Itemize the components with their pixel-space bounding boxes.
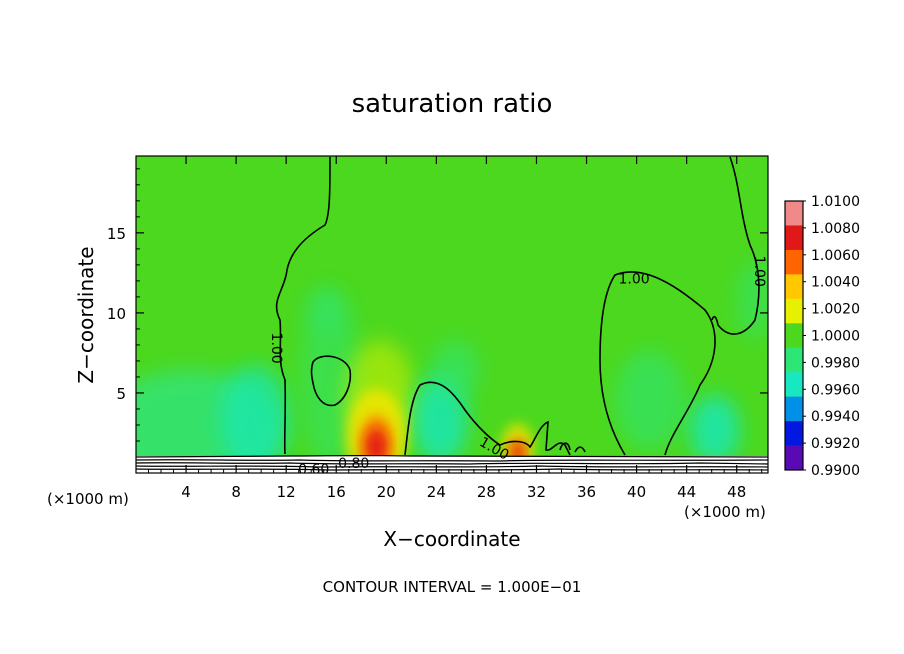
x-tick-label: 24 bbox=[427, 483, 446, 501]
colorbar-label: 1.0000 bbox=[811, 329, 860, 345]
x-tick-label: 8 bbox=[231, 483, 241, 501]
colorbar-label: 0.9960 bbox=[811, 382, 860, 398]
colorbar-label: 0.9920 bbox=[811, 436, 860, 452]
x-tick-label: 48 bbox=[727, 483, 746, 501]
contour-1.00-left-column bbox=[275, 156, 331, 455]
shade-east bbox=[615, 350, 685, 450]
colorbar-swatch bbox=[785, 298, 803, 324]
surface-line-3 bbox=[136, 462, 768, 465]
shade-right-upper bbox=[735, 260, 768, 340]
y-tick-label: 5 bbox=[116, 385, 126, 403]
x-axis-label: X−coordinate bbox=[383, 527, 520, 551]
colorbar-label: 1.0060 bbox=[811, 248, 860, 264]
colorbar-swatch bbox=[785, 274, 803, 300]
colorbar: 1.0100 1.0080 1.0060 1.0040 1.0020 1.0000 0.99… bbox=[784, 194, 860, 479]
contour-label: 1.00 bbox=[619, 271, 650, 287]
y-tick-label: 15 bbox=[107, 225, 126, 243]
colorbar-swatch bbox=[785, 396, 803, 422]
colorbar-swatch bbox=[785, 445, 803, 471]
contour-1.00-small-1 bbox=[559, 442, 571, 451]
contour-label: 1.00 bbox=[751, 256, 767, 287]
shade-cyan-24b bbox=[430, 340, 480, 400]
shade-west-2 bbox=[220, 365, 290, 473]
contour-label: 0.60 bbox=[298, 462, 329, 478]
colorbar-swatch bbox=[785, 249, 803, 275]
colorbar-swatch bbox=[785, 372, 803, 398]
x-tick-label: 16 bbox=[327, 483, 346, 501]
y-tick-label: 10 bbox=[107, 305, 126, 323]
y-axis: 5 10 15 bbox=[107, 168, 768, 458]
x-tick-label: 12 bbox=[277, 483, 296, 501]
contours bbox=[275, 156, 760, 456]
x-axis: 4 8 12 16 20 24 28 32 36 40 44 48 bbox=[148, 156, 763, 501]
colorbar-swatch bbox=[785, 347, 803, 373]
y-axis-label: Z−coordinate bbox=[74, 246, 98, 383]
colorbar-label: 0.9900 bbox=[811, 463, 860, 479]
surface-line-1 bbox=[136, 454, 768, 458]
plot-frame bbox=[135, 155, 769, 474]
x-tick-label: 28 bbox=[477, 483, 496, 501]
x-unit-right: (×1000 m) bbox=[684, 503, 766, 521]
surface-line-4 bbox=[136, 465, 768, 468]
colorbar-swatch bbox=[785, 421, 803, 447]
contour-1.00-loop bbox=[310, 355, 352, 407]
plot-area: 1.001.00 1.001.000.60 0.80 bbox=[136, 156, 768, 478]
contour-1.00-right bbox=[711, 156, 760, 335]
x-tick-label: 32 bbox=[527, 483, 546, 501]
contour-1.00-mid bbox=[404, 381, 571, 456]
shade-cyan-45 bbox=[690, 395, 740, 465]
shade-upper bbox=[305, 285, 345, 335]
x-tick-label: 36 bbox=[577, 483, 596, 501]
colorbar-label: 0.9940 bbox=[811, 409, 860, 425]
colorbar-label: 1.0040 bbox=[811, 275, 860, 291]
contour-interval-note: CONTOUR INTERVAL = 1.000E−01 bbox=[323, 578, 582, 596]
contour-label: 0.80 bbox=[338, 456, 369, 472]
colorbar-label: 1.0080 bbox=[811, 221, 860, 237]
x-tick-label: 20 bbox=[377, 483, 396, 501]
surface-line-2 bbox=[136, 459, 768, 462]
colorbar-label: 1.0100 bbox=[811, 194, 860, 210]
x-tick-label: 44 bbox=[677, 483, 696, 501]
colorbar-label: 0.9980 bbox=[811, 355, 860, 371]
chart-title: saturation ratio bbox=[352, 89, 553, 119]
x-tick-label: 40 bbox=[627, 483, 646, 501]
contour-label: 1.00 bbox=[268, 333, 284, 364]
colorbar-swatch bbox=[785, 225, 803, 251]
colorbar-label: 1.0020 bbox=[811, 302, 860, 318]
colorbar-swatch bbox=[785, 323, 803, 349]
shade-mid bbox=[300, 290, 360, 470]
hotspot-core-0 bbox=[365, 428, 387, 464]
contour-1.00-east bbox=[599, 271, 716, 456]
x-unit-left: (×1000 m) bbox=[47, 490, 129, 508]
contour-1.00-small-2 bbox=[574, 446, 586, 453]
x-tick-label: 4 bbox=[181, 483, 191, 501]
colorbar-swatch bbox=[785, 201, 803, 226]
